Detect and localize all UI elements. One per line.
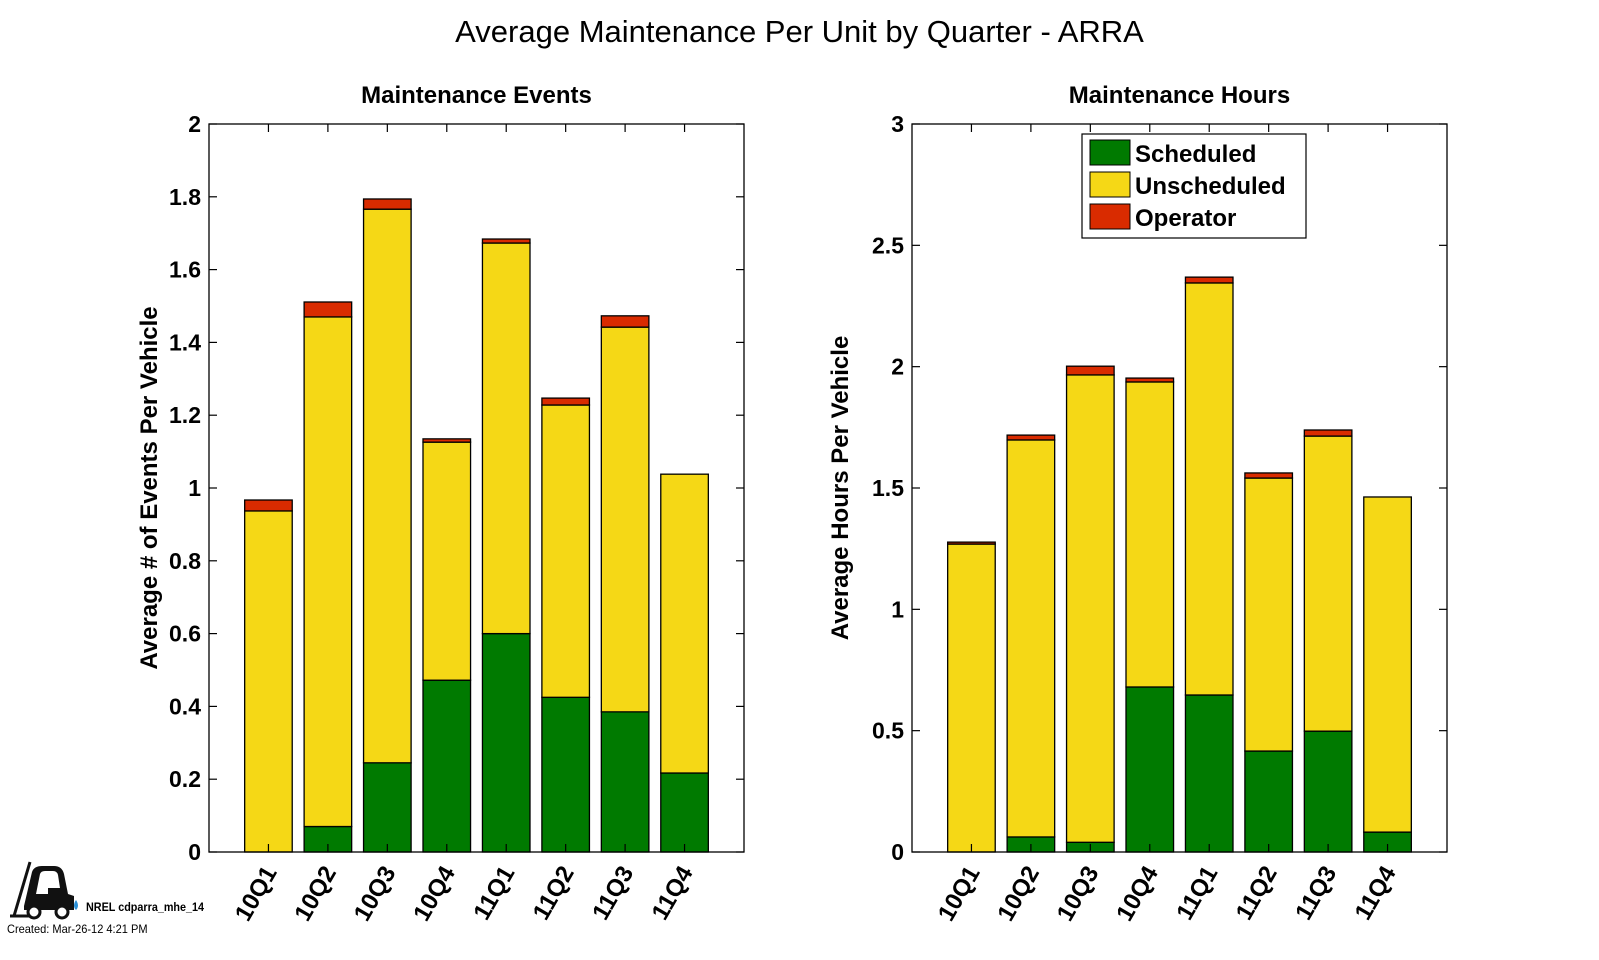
x-tick-label: 11Q4: [1350, 861, 1402, 925]
y-tick-label: 2: [891, 354, 904, 380]
legend-swatch-operator: [1089, 203, 1131, 230]
bar-unscheduled-10q1: [947, 543, 996, 853]
x-tick-label: 11Q1: [468, 862, 520, 925]
x-tick-label: 11Q3: [587, 862, 639, 925]
bar-unscheduled-10q1: [244, 510, 293, 853]
bar-operator-11q3: [1303, 429, 1353, 437]
bar-operator-10q1: [947, 541, 996, 545]
bar-unscheduled-11q3: [600, 326, 650, 713]
bar-operator-10q1: [244, 499, 293, 512]
y-tick-label: 2: [188, 111, 201, 137]
y-tick-label: 1.5: [872, 475, 904, 501]
y-tick-label: 1: [188, 475, 201, 501]
y-tick-label: 0: [188, 839, 201, 865]
bar-unscheduled-10q2: [1006, 439, 1056, 838]
bar-operator-10q2: [303, 301, 353, 318]
bar-unscheduled-11q4: [660, 473, 709, 774]
legend-swatch-unscheduled: [1089, 171, 1131, 198]
bar-operator-10q4: [1125, 377, 1175, 383]
y-tick-label: 0.4: [169, 693, 201, 719]
legend-swatch-scheduled: [1089, 139, 1131, 166]
bar-operator-10q4: [422, 438, 472, 443]
y-tick-label: 0.5: [872, 718, 904, 744]
bar-scheduled-10q4: [1125, 686, 1175, 853]
y-tick-label: 0.8: [169, 548, 201, 574]
bar-scheduled-10q4: [422, 679, 472, 853]
bar-operator-10q3: [362, 198, 412, 210]
bar-scheduled-11q2: [1244, 750, 1294, 853]
bar-operator-11q2: [541, 397, 591, 406]
x-tick-label: 10Q1: [230, 862, 283, 926]
bar-unscheduled-10q3: [362, 208, 412, 764]
y-tick-label: 0.2: [169, 766, 201, 792]
x-tick-label: 10Q3: [349, 862, 402, 926]
forklift-icon: [10, 861, 78, 920]
bar-operator-11q1: [481, 238, 531, 244]
y-tick-label: 2.5: [872, 232, 904, 258]
bar-scheduled-11q3: [1303, 730, 1353, 853]
x-tick-label: 11Q2: [528, 862, 580, 925]
footer-created: Created: Mar-26-12 4:21 PM: [7, 922, 148, 936]
x-tick-label: 10Q4: [1111, 861, 1164, 926]
y-tick-label: 1.8: [169, 184, 201, 210]
x-tick-label: 11Q1: [1171, 862, 1223, 925]
x-tick-label: 10Q4: [408, 861, 461, 926]
bar-operator-11q1: [1184, 276, 1234, 284]
footer-owner: NREL cdparra_mhe_14: [86, 900, 205, 914]
subplot-title: Maintenance Events: [361, 82, 592, 109]
y-tick-label: 3: [891, 111, 904, 137]
x-tick-label: 11Q4: [647, 861, 699, 925]
bar-unscheduled-11q2: [1244, 477, 1294, 752]
bar-unscheduled-10q4: [1125, 381, 1175, 688]
bar-unscheduled-10q2: [303, 316, 353, 828]
y-tick-label: 1.6: [169, 257, 201, 283]
y-tick-label: 1: [891, 596, 904, 622]
bar-unscheduled-11q4: [1363, 496, 1412, 833]
bar-scheduled-11q3: [600, 711, 650, 853]
y-tick-label: 0: [891, 839, 904, 865]
y-tick-label: 1.2: [169, 402, 201, 428]
bar-unscheduled-10q3: [1065, 374, 1115, 843]
bar-operator-10q2: [1006, 434, 1056, 441]
y-tick-label: 1.4: [169, 329, 201, 355]
legend: Scheduled Unscheduled Operator: [1081, 133, 1307, 239]
legend-label-scheduled: Scheduled: [1135, 141, 1256, 168]
bar-scheduled-11q2: [541, 696, 591, 853]
bar-unscheduled-11q3: [1303, 435, 1353, 732]
y-axis-label: Average # of Events Per Vehicle: [136, 306, 163, 669]
bar-unscheduled-10q4: [422, 441, 472, 681]
bar-scheduled-11q4: [660, 772, 709, 853]
x-tick-label: 11Q3: [1290, 862, 1342, 925]
x-tick-label: 10Q1: [933, 862, 986, 926]
bar-scheduled-11q1: [1184, 694, 1234, 853]
bar-operator-11q2: [1244, 472, 1294, 479]
legend-label-operator: Operator: [1135, 205, 1236, 232]
legend-label-unscheduled: Unscheduled: [1135, 173, 1286, 200]
bar-scheduled-11q1: [481, 632, 531, 853]
x-tick-label: 10Q3: [1052, 862, 1105, 926]
bar-unscheduled-11q1: [481, 242, 531, 635]
x-tick-label: 10Q2: [992, 862, 1045, 926]
figure-title: Average Maintenance Per Unit by Quarter …: [455, 14, 1144, 49]
bar-operator-11q3: [600, 315, 650, 328]
y-axis-label: Average Hours Per Vehicle: [827, 336, 854, 641]
bar-unscheduled-11q1: [1184, 282, 1234, 696]
x-tick-label: 10Q2: [289, 862, 342, 926]
bar-scheduled-10q3: [362, 762, 412, 853]
bar-unscheduled-11q2: [541, 404, 591, 698]
x-tick-label: 11Q2: [1231, 862, 1283, 925]
subplot-title: Maintenance Hours: [1069, 82, 1290, 109]
y-tick-label: 0.6: [169, 621, 201, 647]
bar-operator-10q3: [1065, 365, 1115, 376]
